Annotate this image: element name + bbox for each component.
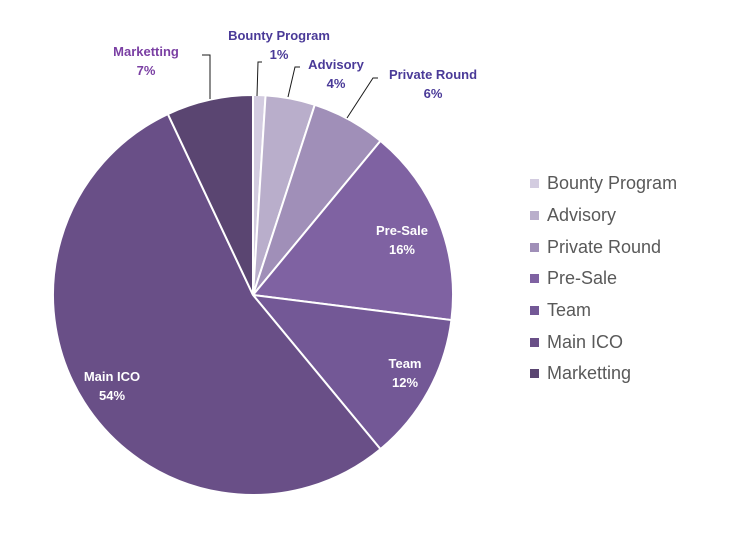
- data-label-value: 54%: [98, 388, 126, 403]
- legend-label: Marketting: [547, 363, 632, 384]
- legend-swatch: [530, 337, 539, 347]
- legend-item: Team: [530, 295, 677, 327]
- data-label-value: 6%: [423, 86, 443, 101]
- data-label-name: Private Round: [388, 67, 478, 82]
- legend-swatch: [530, 369, 539, 379]
- legend-label: Private Round: [547, 236, 662, 257]
- legend-label: Bounty Program: [547, 173, 678, 194]
- legend-item: Bounty Program: [530, 168, 677, 200]
- leader-line: [287, 66, 300, 98]
- data-label-name: Marketting: [113, 44, 179, 59]
- legend-swatch: [530, 306, 539, 316]
- data-label: Bounty Program 1%: [228, 26, 330, 64]
- data-label: Team 12%: [389, 354, 422, 392]
- data-label-name: Main ICO: [83, 369, 141, 384]
- data-label-name: Pre-Sale: [375, 223, 429, 238]
- pie-slice-main-ico: [52, 112, 382, 496]
- pie-slice-team: [250, 293, 453, 451]
- legend-swatch: [530, 179, 539, 189]
- legend-label: Team: [547, 300, 592, 321]
- data-label-name: Bounty Program: [228, 28, 330, 43]
- legend-item: Private Round: [530, 231, 677, 263]
- pie-slice-marketting: [166, 93, 254, 296]
- data-label-value: 4%: [326, 76, 346, 91]
- data-label-name: Advisory: [308, 57, 364, 72]
- legend-label: Main ICO: [547, 331, 624, 352]
- pie-slice-pre-sale: [251, 139, 454, 322]
- data-label: Main ICO 54%: [84, 367, 140, 405]
- leader-line: [346, 77, 378, 119]
- legend-swatch: [530, 211, 539, 221]
- legend-item: Marketting: [530, 358, 677, 390]
- data-label: Advisory 4%: [308, 55, 364, 93]
- data-label: Private Round 6%: [389, 65, 477, 103]
- data-label-value: 16%: [388, 242, 416, 257]
- legend-label: Pre-Sale: [547, 268, 618, 289]
- legend-label: Advisory: [547, 205, 617, 226]
- legend-swatch: [530, 274, 539, 284]
- leader-line: [202, 54, 211, 99]
- data-label-value: 1%: [269, 47, 289, 62]
- data-label: Marketting 7%: [113, 42, 179, 80]
- data-label-value: 7%: [136, 63, 156, 78]
- data-label-value: 12%: [391, 375, 419, 390]
- leader-line: [256, 61, 262, 97]
- legend-item: Advisory: [530, 200, 677, 232]
- data-label: Pre-Sale 16%: [376, 221, 428, 259]
- legend-item: Main ICO: [530, 326, 677, 358]
- legend-item: Pre-Sale: [530, 263, 677, 295]
- legend: Bounty Program Advisory Private Round Pre-S…: [530, 168, 677, 390]
- data-label-name: Team: [388, 356, 422, 371]
- legend-swatch: [530, 242, 539, 252]
